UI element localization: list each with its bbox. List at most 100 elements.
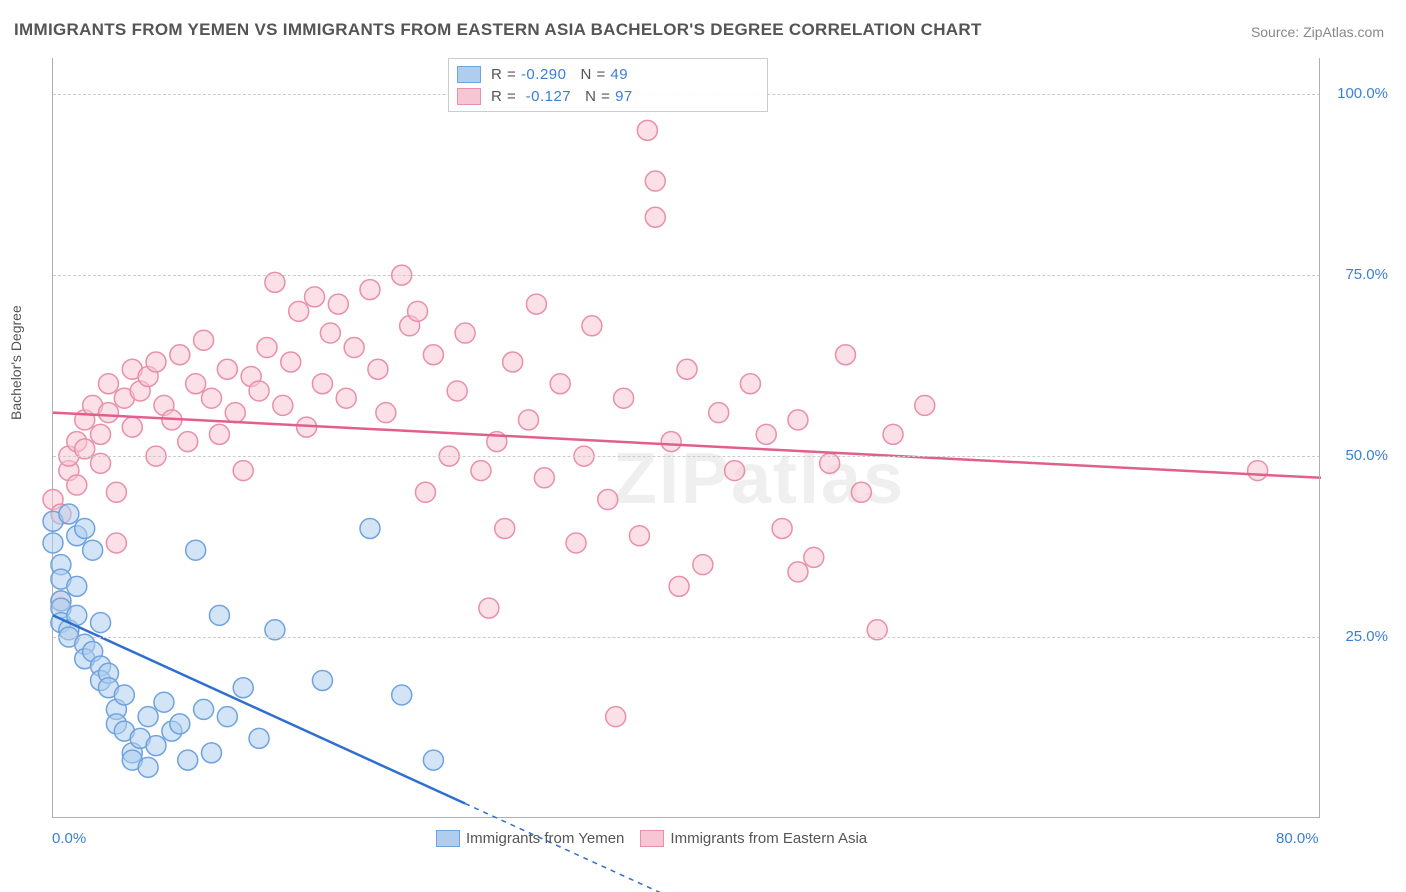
- x-tick-label: 80.0%: [1276, 830, 1319, 847]
- legend-swatch-yemen: [457, 66, 481, 83]
- legend-stats-box: R = -0.290 N = 49 R = -0.127 N = 97: [448, 58, 768, 112]
- scatter-point: [146, 736, 166, 756]
- scatter-point: [360, 518, 380, 538]
- scatter-point: [170, 714, 190, 734]
- chart-container: IMMIGRANTS FROM YEMEN VS IMMIGRANTS FROM…: [0, 0, 1406, 892]
- scatter-point: [772, 518, 792, 538]
- legend-stats-row-2: R = -0.127 N = 97: [457, 85, 759, 107]
- scatter-point: [503, 352, 523, 372]
- scatter-point: [519, 410, 539, 430]
- scatter-point: [91, 613, 111, 633]
- scatter-point: [693, 555, 713, 575]
- scatter-point: [606, 707, 626, 727]
- scatter-point: [209, 424, 229, 444]
- legend-swatch-easia: [457, 88, 481, 105]
- scatter-point: [146, 352, 166, 372]
- plot-right-border: [1319, 58, 1320, 818]
- scatter-point: [637, 120, 657, 140]
- scatter-point: [598, 490, 618, 510]
- scatter-point: [336, 388, 356, 408]
- scatter-point: [186, 540, 206, 560]
- scatter-point: [415, 482, 435, 502]
- y-axis-label: Bachelor's Degree: [8, 305, 24, 420]
- scatter-point: [582, 316, 602, 336]
- scatter-point: [154, 692, 174, 712]
- scatter-point: [629, 526, 649, 546]
- scatter-point: [312, 374, 332, 394]
- scatter-point: [788, 562, 808, 582]
- legend-bottom-swatch-easia: [640, 830, 664, 847]
- scatter-point: [566, 533, 586, 553]
- scatter-point: [75, 518, 95, 538]
- scatter-point: [83, 540, 103, 560]
- scatter-point: [281, 352, 301, 372]
- scatter-point: [209, 605, 229, 625]
- scatter-point: [788, 410, 808, 430]
- scatter-point: [98, 374, 118, 394]
- scatter-point: [851, 482, 871, 502]
- scatter-point: [122, 417, 142, 437]
- plot-svg: [53, 58, 1320, 817]
- scatter-point: [645, 171, 665, 191]
- legend-bottom-label-easia: Immigrants from Eastern Asia: [670, 830, 867, 847]
- scatter-point: [225, 403, 245, 423]
- scatter-point: [233, 461, 253, 481]
- scatter-point: [138, 757, 158, 777]
- source-attribution: Source: ZipAtlas.com: [1251, 24, 1384, 40]
- scatter-point: [392, 685, 412, 705]
- scatter-point: [217, 359, 237, 379]
- scatter-point: [376, 403, 396, 423]
- scatter-point: [915, 395, 935, 415]
- legend-stats-row-1: R = -0.290 N = 49: [457, 63, 759, 85]
- scatter-point: [740, 374, 760, 394]
- scatter-point: [202, 388, 222, 408]
- scatter-point: [455, 323, 475, 343]
- scatter-point: [550, 374, 570, 394]
- scatter-point: [98, 403, 118, 423]
- scatter-point: [67, 475, 87, 495]
- scatter-point: [59, 504, 79, 524]
- scatter-point: [328, 294, 348, 314]
- gridline: [53, 456, 1320, 457]
- scatter-point: [669, 576, 689, 596]
- scatter-point: [836, 345, 856, 365]
- scatter-point: [249, 381, 269, 401]
- scatter-point: [91, 424, 111, 444]
- scatter-point: [178, 750, 198, 770]
- scatter-point: [249, 728, 269, 748]
- gridline: [53, 275, 1320, 276]
- scatter-point: [344, 338, 364, 358]
- scatter-point: [495, 518, 515, 538]
- scatter-point: [312, 670, 332, 690]
- scatter-point: [677, 359, 697, 379]
- legend-stats-text-1: R = -0.290 N = 49: [491, 66, 628, 83]
- scatter-point: [804, 547, 824, 567]
- y-tick-label: 25.0%: [1328, 628, 1388, 645]
- scatter-point: [273, 395, 293, 415]
- scatter-point: [526, 294, 546, 314]
- scatter-point: [257, 338, 277, 358]
- scatter-point: [661, 432, 681, 452]
- plot-area: ZIPatlas: [52, 58, 1320, 818]
- scatter-point: [138, 707, 158, 727]
- scatter-point: [320, 323, 340, 343]
- y-tick-label: 50.0%: [1328, 447, 1388, 464]
- gridline: [53, 637, 1320, 638]
- legend-bottom-swatch-yemen: [436, 830, 460, 847]
- scatter-point: [43, 533, 63, 553]
- scatter-point: [408, 301, 428, 321]
- scatter-point: [447, 381, 467, 401]
- x-tick-label: 0.0%: [52, 830, 86, 847]
- trend-line-extrapolated: [465, 804, 766, 892]
- scatter-point: [614, 388, 634, 408]
- scatter-point: [883, 424, 903, 444]
- scatter-point: [202, 743, 222, 763]
- scatter-point: [360, 280, 380, 300]
- scatter-point: [170, 345, 190, 365]
- scatter-point: [709, 403, 729, 423]
- scatter-point: [194, 699, 214, 719]
- scatter-point: [217, 707, 237, 727]
- scatter-point: [305, 287, 325, 307]
- scatter-point: [756, 424, 776, 444]
- scatter-point: [186, 374, 206, 394]
